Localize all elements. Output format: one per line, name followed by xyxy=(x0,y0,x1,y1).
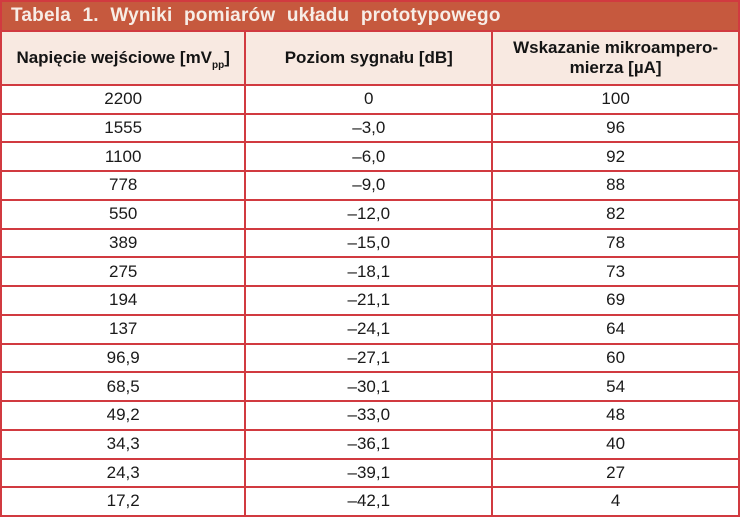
cell-voltage: 389 xyxy=(2,229,245,257)
cell-level: –39,1 xyxy=(246,459,492,487)
cell-level: –30,1 xyxy=(246,373,492,401)
cell-current: 78 xyxy=(493,229,738,257)
cell-voltage: 275 xyxy=(2,258,245,286)
cell-level: –3,0 xyxy=(246,114,492,142)
table-title: Tabela 1. Wyniki pomiarów układu prototy… xyxy=(11,5,501,26)
cell-level: –21,1 xyxy=(246,287,492,314)
cell-current: 4 xyxy=(493,488,738,515)
table-title-bar: Tabela 1. Wyniki pomiarów układu prototy… xyxy=(2,2,738,32)
cell-current: 82 xyxy=(493,200,738,228)
cell-current: 64 xyxy=(493,315,738,343)
cell-level: –18,1 xyxy=(246,258,492,286)
cell-voltage: 550 xyxy=(2,200,245,228)
cell-current: 69 xyxy=(493,287,738,314)
measurement-table: Napięcie wejściowe [mVpp] Poziom sygnału… xyxy=(2,32,738,515)
cell-level: –42,1 xyxy=(246,488,492,515)
cell-voltage: 1555 xyxy=(2,114,245,142)
cell-level: –15,0 xyxy=(246,229,492,257)
cell-voltage: 96,9 xyxy=(2,344,245,372)
cell-voltage: 49,2 xyxy=(2,402,245,429)
col-header-microammeter-label: Wskazanie mikroampero-mierza [µA] xyxy=(513,37,719,77)
cell-current: 73 xyxy=(493,258,738,286)
cell-level: 0 xyxy=(246,86,492,113)
cell-current: 92 xyxy=(493,143,738,171)
cell-level: –27,1 xyxy=(246,344,492,372)
cell-current: 40 xyxy=(493,430,738,458)
cell-voltage: 778 xyxy=(2,172,245,199)
cell-level: –36,1 xyxy=(246,430,492,458)
col-header-input-voltage: Napięcie wejściowe [mVpp] xyxy=(2,32,245,84)
cell-voltage: 2200 xyxy=(2,86,245,113)
cell-voltage: 34,3 xyxy=(2,430,245,458)
cell-voltage: 17,2 xyxy=(2,488,245,515)
cell-voltage: 24,3 xyxy=(2,459,245,487)
cell-voltage: 68,5 xyxy=(2,373,245,401)
cell-level: –12,0 xyxy=(246,200,492,228)
cell-voltage: 137 xyxy=(2,315,245,343)
cell-current: 96 xyxy=(493,114,738,142)
cell-level: –6,0 xyxy=(246,143,492,171)
cell-current: 100 xyxy=(493,86,738,113)
cell-current: 27 xyxy=(493,459,738,487)
cell-level: –33,0 xyxy=(246,402,492,429)
cell-current: 60 xyxy=(493,344,738,372)
col-header-signal-level-label: Poziom sygnału [dB] xyxy=(284,47,453,67)
cell-current: 88 xyxy=(493,172,738,199)
cell-level: –9,0 xyxy=(246,172,492,199)
col-header-signal-level: Poziom sygnału [dB] xyxy=(246,32,492,84)
cell-voltage: 1100 xyxy=(2,143,245,171)
cell-current: 54 xyxy=(493,373,738,401)
cell-voltage: 194 xyxy=(2,287,245,314)
cell-current: 48 xyxy=(493,402,738,429)
col-header-input-voltage-label: Napięcie wejściowe [mVpp] xyxy=(16,47,230,71)
cell-level: –24,1 xyxy=(246,315,492,343)
col-header-microammeter: Wskazanie mikroampero-mierza [µA] xyxy=(493,32,738,84)
